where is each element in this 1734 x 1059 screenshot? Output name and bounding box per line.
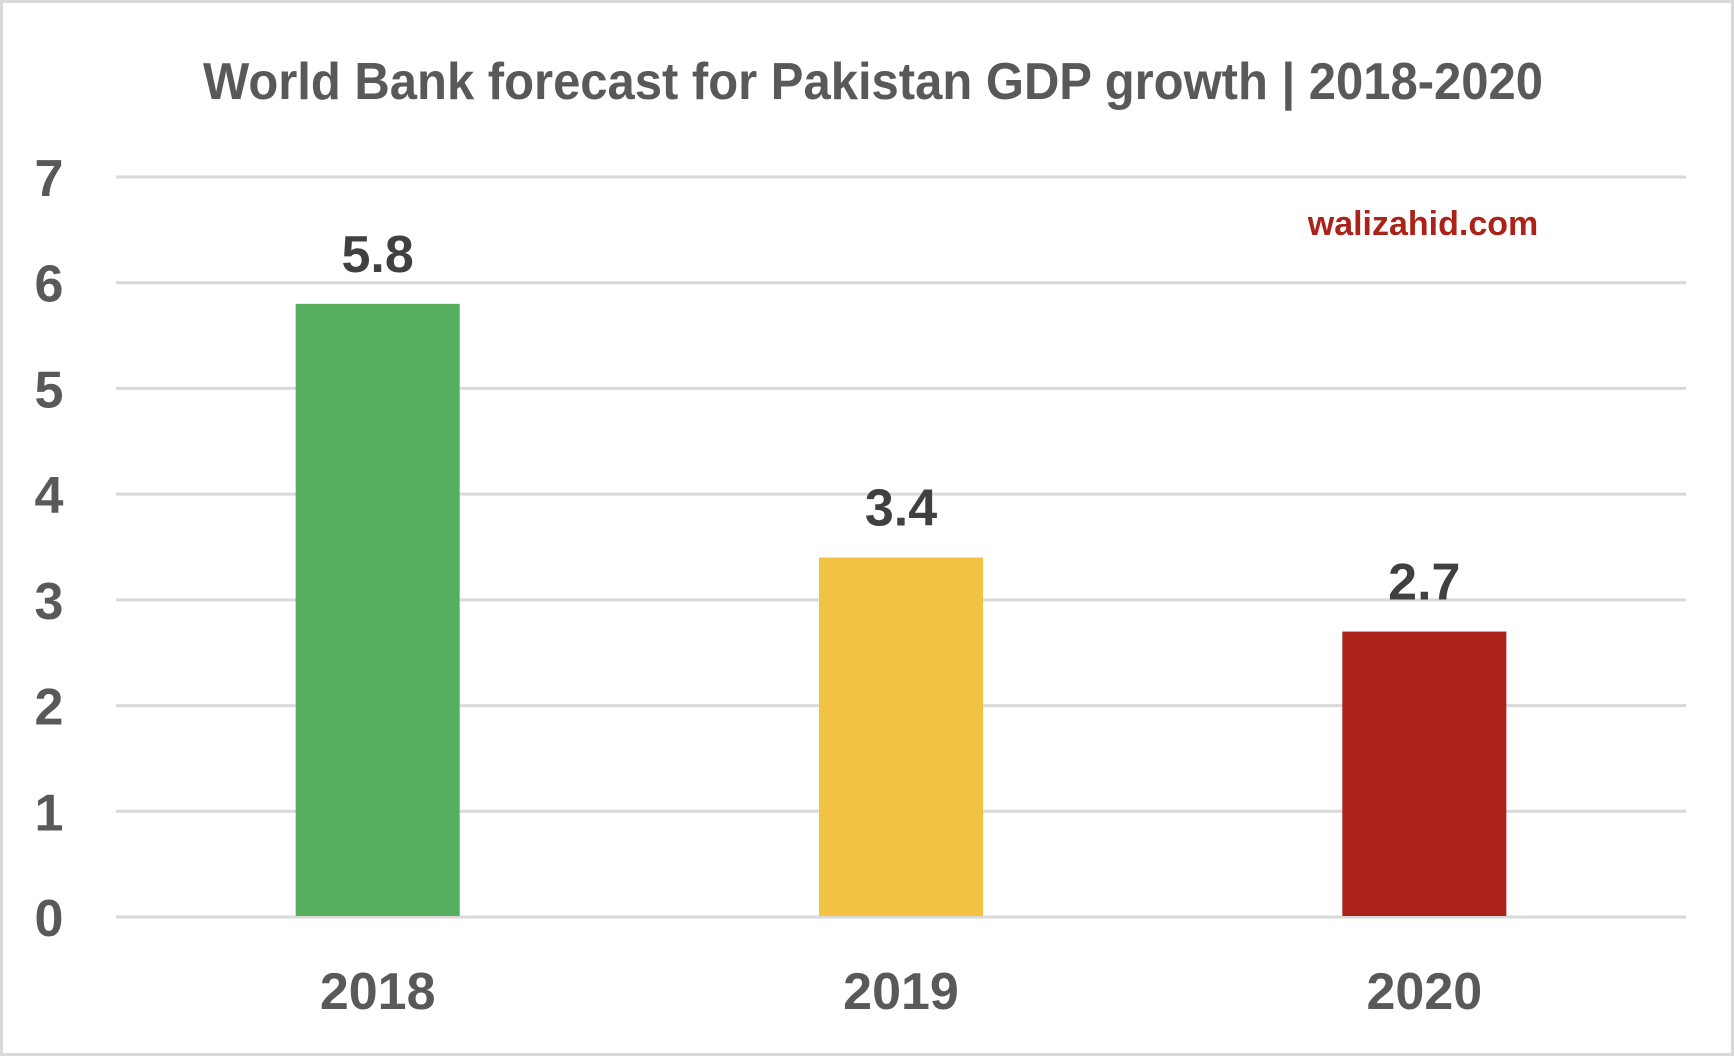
y-tick-label: 3: [35, 573, 64, 631]
watermark-text: walizahid.com: [1307, 205, 1539, 243]
y-tick-label: 1: [35, 784, 64, 842]
y-tick-label: 2: [35, 679, 64, 737]
y-tick-label: 4: [35, 467, 64, 525]
bar-2020: [1342, 631, 1507, 916]
y-tick-label: 0: [35, 890, 64, 948]
data-labels: 5.8 3.4 2.7: [342, 226, 1461, 612]
y-tick-label: 6: [35, 256, 64, 314]
y-tick-label: 7: [35, 150, 64, 208]
chart-title: World Bank forecast for Pakistan GDP gro…: [203, 53, 1543, 111]
bars: [295, 303, 1507, 916]
data-label: 2.7: [1388, 554, 1460, 612]
y-tick-label: 5: [35, 361, 64, 419]
data-label: 5.8: [342, 226, 414, 284]
x-tick-label: 2019: [843, 963, 959, 1021]
x-axis-ticks: 2018 2019 2020: [320, 963, 1482, 1021]
y-axis-ticks: 0 1 2 3 4 5 6 7: [35, 150, 64, 948]
bar-2019: [819, 557, 983, 916]
bar-chart: World Bank forecast for Pakistan GDP gro…: [35, 53, 1686, 1021]
x-tick-label: 2020: [1366, 963, 1482, 1021]
data-label: 3.4: [865, 480, 937, 538]
bar-2018: [295, 303, 460, 916]
x-tick-label: 2018: [320, 963, 436, 1021]
